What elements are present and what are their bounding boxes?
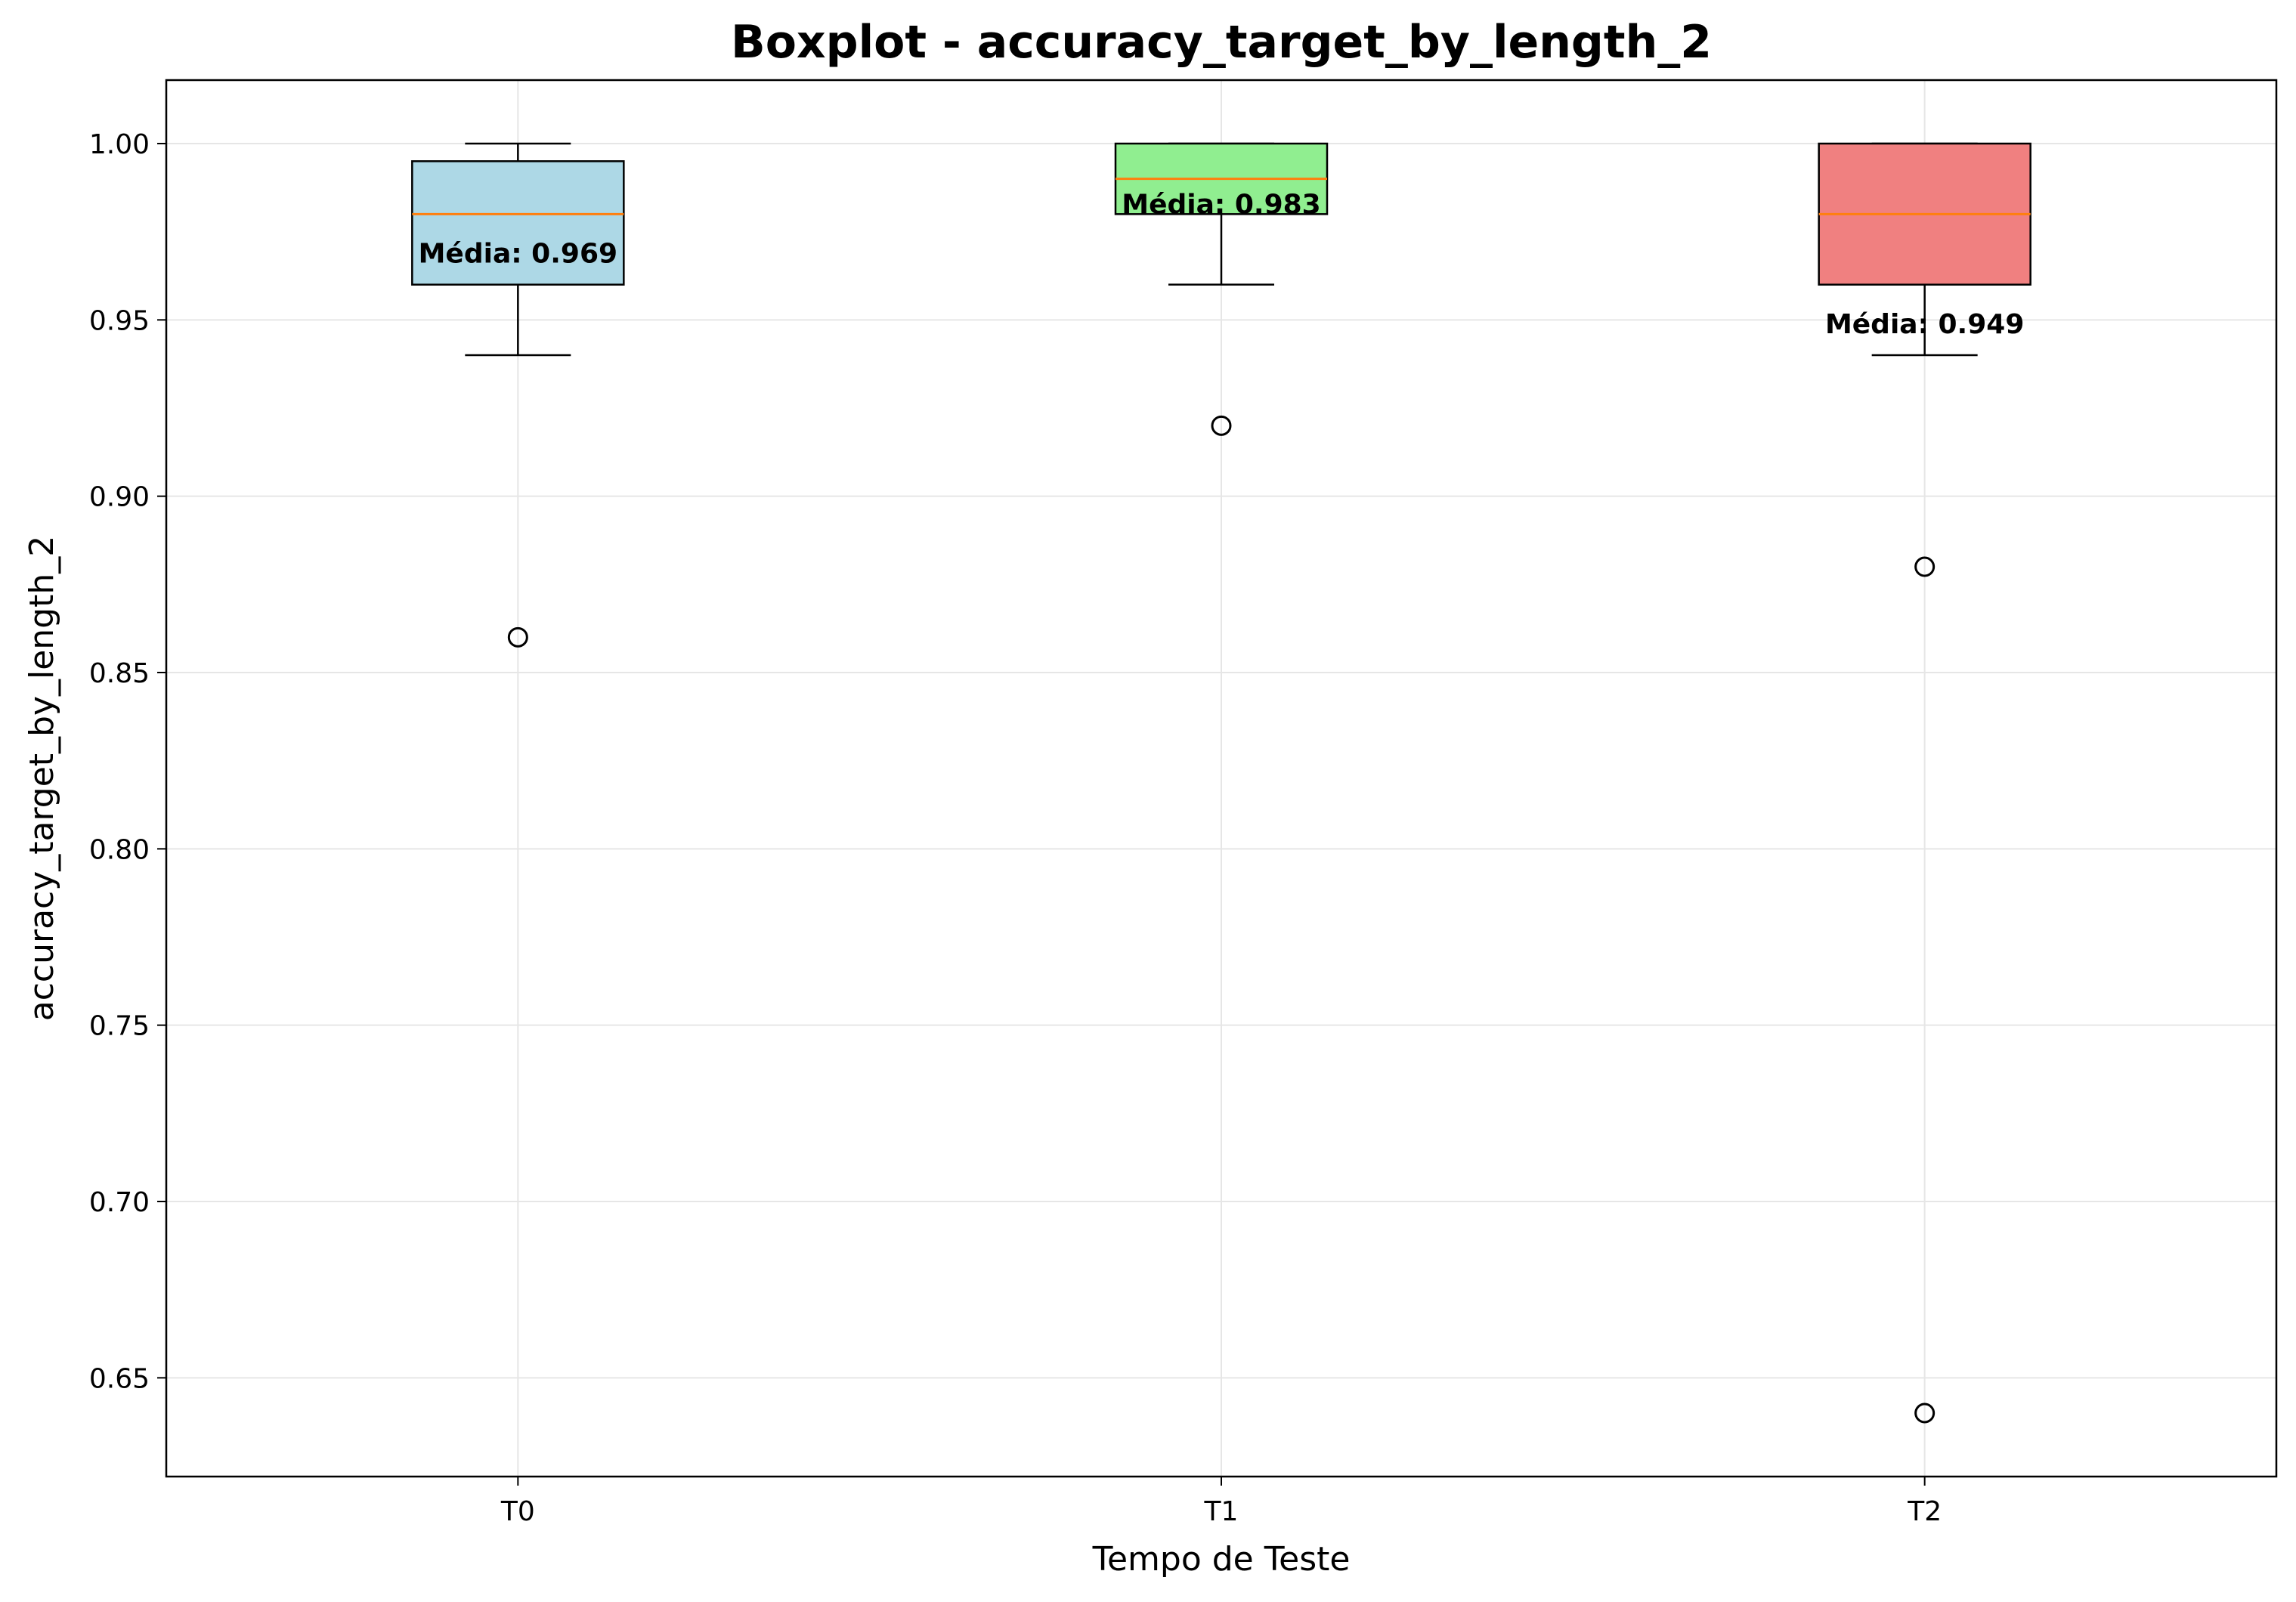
x-tick-label: T0: [500, 1496, 535, 1527]
outlier-point: [1211, 415, 1232, 436]
mean-label: Média: 0.969: [419, 239, 617, 270]
box-group-t2: Média: 0.949: [1818, 142, 2031, 1424]
y-tick-label: 0.90: [89, 482, 150, 513]
y-tick-label: 1.00: [89, 129, 150, 160]
outlier-point: [1914, 556, 1936, 577]
mean-label: Média: 0.983: [1122, 189, 1320, 220]
box-iqr: [411, 160, 625, 286]
y-tick-label: 0.80: [89, 834, 150, 865]
plot-frame: [165, 79, 2278, 1478]
grid-lines: [166, 80, 2276, 1477]
outlier-point: [1914, 1403, 1936, 1424]
mean-label: Média: 0.949: [1825, 309, 2024, 340]
box-group-t0: Média: 0.969: [411, 142, 625, 648]
box-group-t1: Média: 0.983: [1114, 142, 1329, 436]
boxes: Média: 0.969 Média: 0.983 Média: 0.949: [411, 142, 2031, 1424]
y-tick-label: 0.85: [89, 658, 150, 689]
y-tick-label: 0.75: [89, 1011, 150, 1042]
y-tick-label: 0.95: [89, 305, 150, 336]
axis-ticks: 0.65 0.70 0.75 0.80 0.85 0.90 0.95 1.00 T0 T1 T2: [89, 129, 1942, 1527]
outlier-point: [507, 626, 528, 648]
y-axis-label: accuracy_target_by_length_2: [23, 536, 61, 1022]
x-tick-label: T2: [1907, 1496, 1942, 1527]
y-tick-label: 0.65: [89, 1363, 150, 1394]
x-axis-label: Tempo de Teste: [1092, 1540, 1351, 1579]
y-tick-label: 0.70: [89, 1187, 150, 1218]
x-tick-label: T1: [1204, 1496, 1239, 1527]
chart-title: Boxplot - accuracy_target_by_length_2: [731, 16, 1712, 69]
